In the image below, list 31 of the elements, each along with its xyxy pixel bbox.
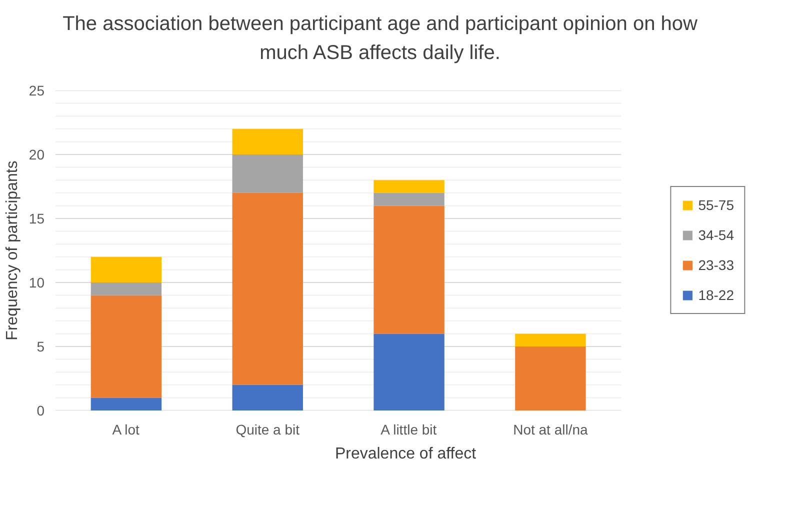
bar [232,128,303,154]
legend-label: 23-33 [698,257,734,273]
y-tick-label: 20 [28,146,45,162]
bar [90,282,162,296]
y-axis-title: Frequency of participants [4,160,21,340]
bar [515,334,586,346]
legend-label: 18-22 [698,287,734,303]
bar [374,334,444,410]
bar [90,398,162,410]
bar [232,192,303,385]
x-tick-label: Quite a bit [236,422,300,438]
legend-label: 34-54 [698,227,734,243]
x-axis-title: Prevalence of affect [334,446,477,462]
bar [232,154,303,193]
y-tick-label: 25 [28,82,45,98]
bar [374,206,444,334]
bar [515,346,586,410]
legend-label: 55-75 [698,197,734,213]
bar [232,384,303,410]
bar [90,256,162,282]
bar [374,192,444,206]
bar [374,180,444,193]
y-tick-label: 5 [36,338,45,354]
y-tick-label: 10 [28,274,45,290]
y-tick-label: 0 [36,402,45,418]
x-tick-label: A little bit [380,422,437,438]
x-tick-label: A lot [112,422,140,438]
y-tick-label: 15 [28,210,45,226]
chart-title: The association between participant age and participant opinion on how much ASB affects daily life. [62,12,698,66]
x-tick-label: Not at all/na [513,422,588,438]
bar [90,295,162,398]
